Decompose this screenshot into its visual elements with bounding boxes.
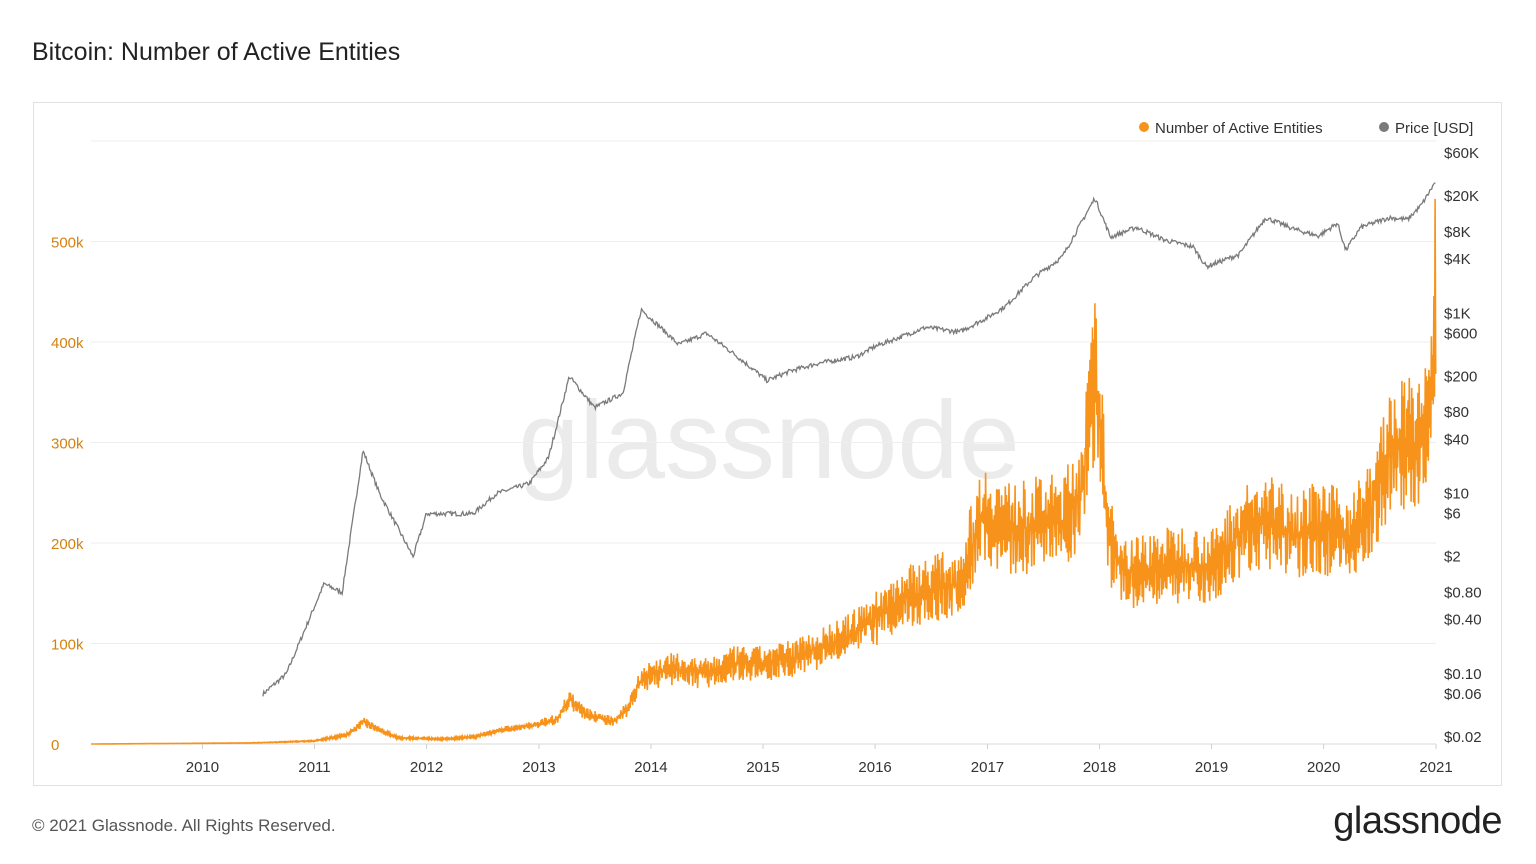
legend-entities-label: Number of Active Entities xyxy=(1155,120,1323,137)
right-tick-label: $20K xyxy=(1444,188,1479,205)
right-tick-label: $4K xyxy=(1444,251,1471,268)
watermark-text: glassnode xyxy=(518,379,1020,502)
right-tick-label: $40 xyxy=(1444,431,1469,448)
right-tick-label: $8K xyxy=(1444,224,1471,241)
right-tick-label: $0.10 xyxy=(1444,666,1482,683)
price-series-line xyxy=(262,182,1436,697)
right-tick-label: $10 xyxy=(1444,486,1469,503)
x-tick-label: 2016 xyxy=(858,759,891,776)
left-tick-label: 300k xyxy=(51,436,84,453)
copyright-text: © 2021 Glassnode. All Rights Reserved. xyxy=(32,816,336,835)
x-tick-label: 2014 xyxy=(634,759,667,776)
left-tick-label: 0 xyxy=(51,737,59,754)
right-tick-label: $0.80 xyxy=(1444,585,1482,602)
x-tick-label: 2017 xyxy=(971,759,1004,776)
legend-entities-marker xyxy=(1139,122,1149,132)
right-tick-label: $6 xyxy=(1444,506,1461,523)
glassnode-logo[interactable]: glassnode xyxy=(1333,800,1502,842)
page-title: Bitcoin: Number of Active Entities xyxy=(32,38,401,66)
left-tick-label: 200k xyxy=(51,536,84,553)
x-tick-label: 2010 xyxy=(186,759,219,776)
x-tick-label: 2015 xyxy=(746,759,779,776)
left-tick-label: 100k xyxy=(51,637,84,654)
x-tick-label: 2013 xyxy=(522,759,555,776)
x-tick-label: 2019 xyxy=(1195,759,1228,776)
right-tick-label: $60K xyxy=(1444,145,1479,162)
left-tick-label: 400k xyxy=(51,335,84,352)
chart-frame: glassnode 0 100k 200k 300k 400k 500k $60K $20K $8… xyxy=(33,102,1502,786)
active-entities-chart: glassnode 0 100k 200k 300k 400k 500k $60K $20K $8… xyxy=(51,120,1482,776)
active-entities-series-line xyxy=(91,198,1437,745)
right-tick-label: $0.06 xyxy=(1444,686,1482,703)
x-tick-label: 2012 xyxy=(410,759,443,776)
x-tick-label: 2020 xyxy=(1307,759,1340,776)
x-tick-label: 2011 xyxy=(298,759,330,776)
right-tick-label: $80 xyxy=(1444,404,1469,421)
right-tick-label: $0.02 xyxy=(1444,729,1482,746)
right-tick-label: $600 xyxy=(1444,325,1477,342)
right-tick-label: $1K xyxy=(1444,305,1471,322)
legend-price-marker xyxy=(1379,122,1389,132)
legend-price-label: Price [USD] xyxy=(1395,120,1473,137)
right-tick-label: $0.40 xyxy=(1444,612,1482,629)
left-tick-label: 500k xyxy=(51,235,84,252)
x-tick-label: 2021 xyxy=(1419,759,1452,776)
right-tick-label: $2 xyxy=(1444,549,1461,566)
x-tick-label: 2018 xyxy=(1083,759,1116,776)
right-tick-label: $200 xyxy=(1444,368,1477,385)
